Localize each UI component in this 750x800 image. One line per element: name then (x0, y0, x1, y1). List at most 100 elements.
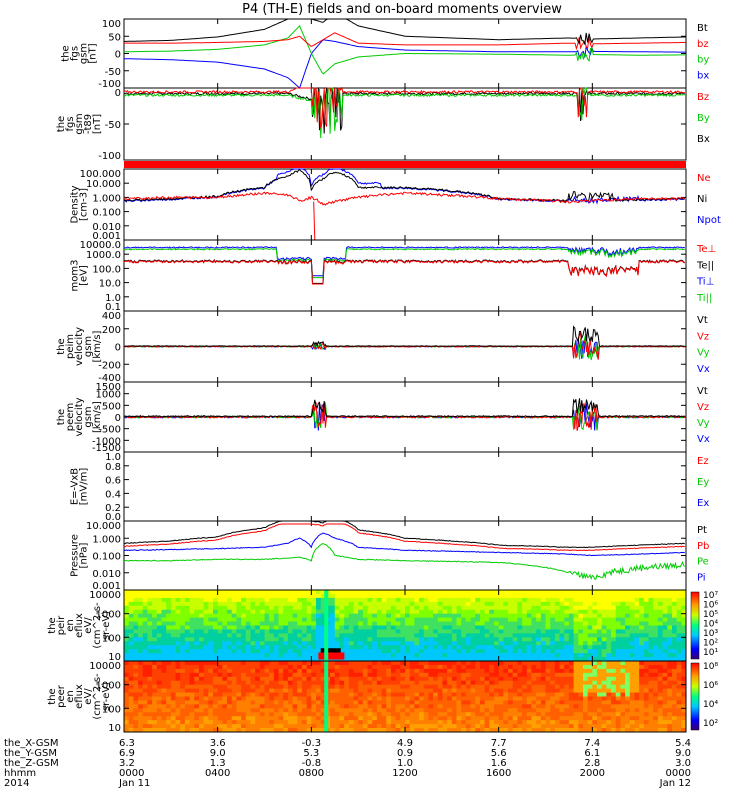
spectrogram-cell (184, 704, 191, 709)
spectrogram-cell (269, 684, 275, 690)
spectrogram-cell (536, 728, 542, 732)
spectrogram-cell (451, 672, 458, 678)
spectrogram-cell (353, 684, 359, 690)
spectrogram-cell (241, 625, 247, 630)
spectrogram-cell (362, 704, 369, 709)
spectrogram-cell (264, 688, 270, 694)
spectrogram-cell (194, 661, 200, 666)
spectrogram-cell (456, 590, 462, 595)
spectrogram-cell (297, 724, 303, 729)
spectrogram-cell (653, 696, 659, 701)
spectrogram-cell (409, 601, 415, 607)
spectrogram-cell (138, 609, 144, 615)
spectrogram-cell (671, 657, 678, 661)
spectrogram-cell (419, 593, 425, 599)
spectrogram-cell (390, 724, 397, 729)
spectrogram-cell (545, 625, 551, 630)
spectrogram-cell (428, 617, 434, 623)
spectrogram-cell (465, 700, 472, 705)
spectrogram-cell (470, 661, 476, 666)
spectrogram-cell (479, 613, 486, 619)
spectrogram-cell (316, 641, 322, 646)
spectrogram-cell (573, 661, 579, 666)
spectrogram-cell (442, 629, 448, 634)
spectrogram-cell (180, 668, 186, 674)
spectrogram-cell (662, 657, 668, 661)
spectrogram-cell (442, 696, 448, 701)
spectrogram-cell (615, 724, 621, 729)
spectrogram-cell (634, 664, 640, 670)
spectrogram-cell (512, 664, 518, 670)
spectrogram-cell (278, 645, 284, 650)
spectrogram-cell (152, 692, 158, 697)
spectrogram-cell (423, 668, 429, 674)
panel-frame (123, 239, 687, 312)
spectrogram-cell (287, 720, 294, 725)
spectrogram-cell (405, 633, 411, 638)
spectrogram-cell (559, 633, 565, 638)
spectrogram-cell (180, 712, 186, 717)
spectrogram-cell (170, 676, 177, 682)
spectrogram-cell (245, 609, 251, 615)
spectrogram-cell (170, 704, 177, 709)
spectrogram-cell (597, 621, 603, 626)
spectrogram-cell (433, 621, 439, 626)
spectrogram-cell (625, 680, 631, 686)
spectrogram-cell (245, 617, 251, 623)
spectrogram-cell (245, 664, 251, 670)
spectrogram-cell (503, 692, 509, 697)
spectrogram-cell (582, 657, 589, 661)
spectrogram-cell (512, 684, 518, 690)
spectrogram-cell (358, 633, 364, 638)
spectrogram-cell (245, 629, 251, 634)
spectrogram-cell (423, 672, 429, 678)
spectrogram-cell (255, 661, 261, 666)
spectrogram-cell (620, 590, 626, 595)
spectrogram-cell (442, 657, 448, 661)
spectrogram-cell (198, 716, 205, 721)
spectrogram-cell (344, 704, 350, 709)
spectrogram-cell (278, 625, 284, 630)
spectrogram-cell (653, 684, 659, 690)
spectrogram-cell (657, 641, 664, 646)
spectrogram-cell (273, 664, 280, 670)
spectrogram-cell (587, 684, 593, 690)
spectrogram-cell (545, 684, 551, 690)
spectrogram-cell (442, 641, 448, 646)
spectrogram-cell (582, 661, 589, 666)
spectrogram-cell (639, 700, 645, 705)
spectrogram-cell (236, 613, 242, 619)
spectrogram-cell (456, 688, 462, 694)
spectrogram-cell (301, 712, 308, 717)
spectrogram-cell (400, 664, 406, 670)
spectrogram-cell (498, 664, 504, 670)
spectrogram-cell (479, 605, 486, 611)
spectrogram-cell (489, 601, 495, 607)
spectrogram-cell (681, 676, 686, 682)
spectrogram-cell (437, 625, 443, 630)
spectrogram-cell (606, 621, 612, 626)
spectrogram-cell (344, 728, 350, 732)
spectrogram-cell (447, 712, 453, 717)
spectrogram-cell (671, 724, 678, 729)
spectrogram-cell (508, 724, 514, 729)
spectrogram-cell (447, 704, 453, 709)
spectrogram-cell (597, 688, 603, 694)
spectrogram-cell (353, 637, 359, 642)
spectrogram-cell (582, 605, 589, 611)
spectrogram-cell (348, 712, 354, 717)
spectrogram-cell (175, 633, 181, 638)
spectrogram-cell (390, 672, 397, 678)
spectrogram-cell (175, 653, 181, 658)
spectrogram-cell (358, 708, 364, 713)
spectrogram-cell (587, 661, 593, 666)
spectrogram-cell (194, 641, 200, 646)
spectrogram-cell (653, 712, 659, 717)
spectrogram-cell (259, 664, 265, 670)
spectrogram-cell (395, 641, 401, 646)
spectrogram-cell (592, 720, 598, 725)
spectrogram-cell (124, 590, 130, 595)
spectrogram-cell (128, 716, 134, 721)
spectrogram-cell (287, 641, 294, 646)
spectrogram-cell (531, 653, 537, 658)
